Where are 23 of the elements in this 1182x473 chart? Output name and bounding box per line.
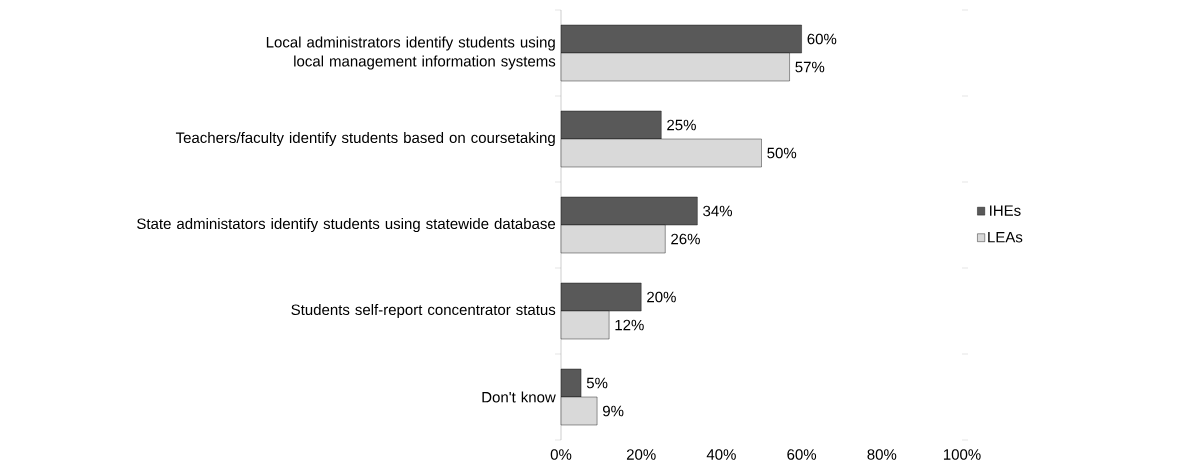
data-label: 12% xyxy=(615,319,644,331)
legend-label: LEAs xyxy=(988,232,1023,243)
y-tick-label: Students self-report concentrator status xyxy=(291,304,556,318)
legend-label: IHEs xyxy=(990,205,1021,216)
x-tick-label: 0% xyxy=(550,449,572,460)
y-tick-label: Don't know xyxy=(482,391,556,403)
data-label: 57% xyxy=(795,61,825,73)
x-tick-label: 100% xyxy=(943,449,981,460)
data-label: 20% xyxy=(647,291,676,303)
x-tick-label: 80% xyxy=(867,449,897,460)
data-label: 9% xyxy=(602,405,624,417)
data-label: 60% xyxy=(807,33,837,45)
data-label: 26% xyxy=(671,233,700,245)
y-tick-label: Teachers/faculty identify students based on coursetaking xyxy=(175,132,555,146)
x-tick-label: 40% xyxy=(706,449,736,460)
data-label: 34% xyxy=(703,205,733,217)
data-label: 5% xyxy=(586,377,608,389)
data-label: 25% xyxy=(667,119,696,131)
data-label: 50% xyxy=(767,147,797,159)
x-tick-label: 60% xyxy=(787,449,817,460)
x-tick-label: 20% xyxy=(626,449,656,460)
y-tick-label: Local administrators identify students using local management information systems xyxy=(266,36,556,70)
y-tick-label: State administators identify students using statewide database xyxy=(137,218,556,232)
